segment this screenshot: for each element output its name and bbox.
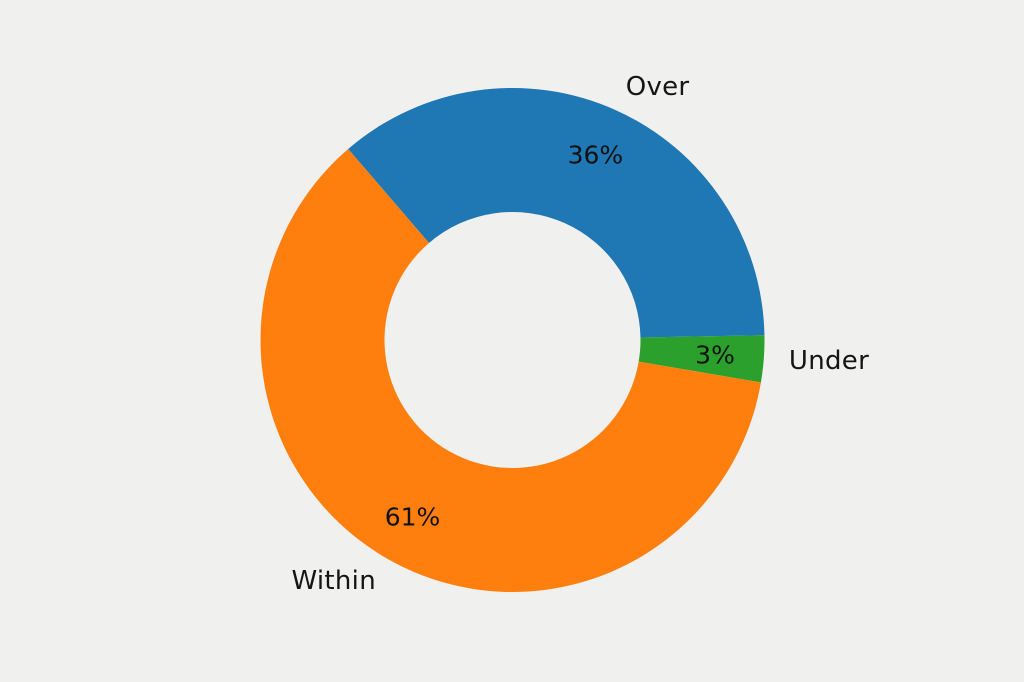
segment-label-over: Over bbox=[625, 72, 690, 102]
segment-under bbox=[638, 335, 765, 383]
segment-pct-under: 3% bbox=[695, 340, 735, 370]
segment-over bbox=[348, 88, 765, 338]
segment-label-within: Within bbox=[291, 566, 376, 597]
segment-pct-over: 36% bbox=[567, 140, 624, 170]
segment-label-under: Under bbox=[788, 345, 870, 376]
segment-pct-within: 61% bbox=[384, 502, 441, 532]
segment-within bbox=[260, 148, 761, 592]
